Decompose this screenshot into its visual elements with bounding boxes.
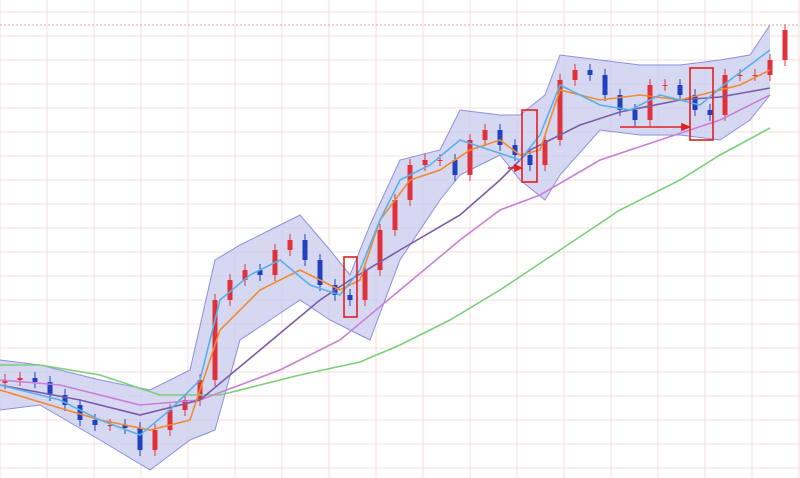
arrow-head — [514, 163, 523, 173]
candle-body — [737, 75, 743, 76]
candle-body — [77, 405, 83, 420]
candle-body — [317, 260, 323, 285]
candle-body — [782, 30, 788, 60]
moving-average-line — [0, 49, 771, 436]
candle-body — [227, 280, 233, 300]
candle-body — [677, 85, 683, 95]
arrow-head — [681, 122, 692, 132]
candle-body — [632, 110, 638, 120]
candle-body — [752, 75, 758, 76]
band-edge — [0, 94, 771, 471]
candle-body — [167, 410, 173, 430]
candle-body — [137, 428, 143, 450]
candle-body — [722, 75, 728, 115]
candle-body — [182, 400, 188, 410]
candle-body — [362, 270, 368, 300]
candle-body — [17, 378, 23, 380]
candle-body — [212, 300, 218, 380]
candle-body — [587, 70, 593, 75]
candle-body — [617, 95, 623, 110]
band-edge — [0, 24, 771, 391]
candle-body — [452, 160, 458, 175]
candle-body — [62, 395, 68, 405]
band-area — [0, 25, 770, 470]
highlight-box — [343, 256, 358, 318]
candle-body — [302, 240, 308, 260]
candle-body — [512, 145, 518, 155]
candle-body — [242, 270, 248, 280]
candle-body — [482, 130, 488, 140]
candle-body — [32, 378, 38, 382]
candle-body — [107, 425, 113, 426]
candle-body — [467, 140, 473, 175]
candle-body — [527, 155, 533, 165]
candle-body — [767, 60, 773, 75]
highlight-box — [689, 67, 714, 141]
moving-averages — [0, 49, 771, 436]
candle-body — [707, 110, 713, 115]
moving-average-line — [0, 94, 771, 406]
candle-body — [47, 382, 53, 395]
highlight-box — [521, 109, 538, 183]
moving-average-line — [0, 69, 771, 431]
candle-body — [422, 160, 428, 165]
candle-body — [542, 140, 548, 165]
candle-body — [662, 85, 668, 86]
candle-body — [557, 80, 563, 140]
candle-body — [602, 75, 608, 95]
candle-body — [257, 270, 263, 275]
candle-body — [392, 200, 398, 230]
candle-body — [572, 70, 578, 80]
candle-body — [122, 425, 128, 428]
moving-average-line — [0, 87, 771, 416]
candle-body — [287, 240, 293, 250]
candle-body — [647, 85, 653, 120]
candle-body — [152, 430, 158, 450]
candle-body — [497, 130, 503, 145]
candles — [2, 24, 788, 456]
bollinger-band — [0, 24, 771, 471]
candle-body — [347, 295, 353, 300]
moving-average-line — [0, 127, 771, 396]
candle-body — [377, 230, 383, 270]
annotations — [0, 24, 800, 318]
candle-body — [437, 160, 443, 161]
candle-body — [2, 380, 8, 383]
candle-body — [692, 95, 698, 110]
candle-body — [407, 165, 413, 200]
candle-body — [92, 420, 98, 425]
